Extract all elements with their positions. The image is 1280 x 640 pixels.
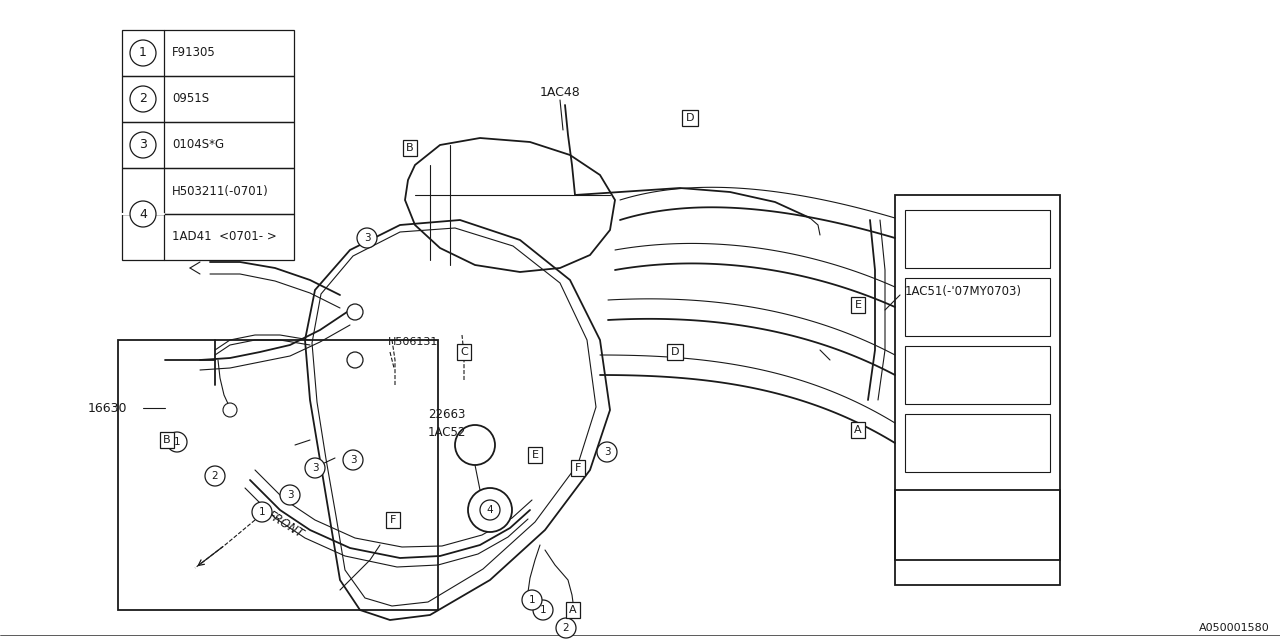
Text: 3: 3 bbox=[364, 233, 370, 243]
Bar bbox=[122, 76, 294, 122]
Text: 3: 3 bbox=[140, 138, 147, 152]
Text: E: E bbox=[855, 300, 861, 310]
Circle shape bbox=[596, 442, 617, 462]
Text: 1: 1 bbox=[529, 595, 535, 605]
Text: 0951S: 0951S bbox=[172, 93, 209, 106]
Text: 16630: 16630 bbox=[88, 401, 128, 415]
Circle shape bbox=[357, 228, 378, 248]
Text: 1AC51(-'07MY0703): 1AC51(-'07MY0703) bbox=[905, 285, 1021, 298]
Text: D: D bbox=[671, 347, 680, 357]
Text: 1: 1 bbox=[140, 47, 147, 60]
Circle shape bbox=[468, 488, 512, 532]
Text: 3: 3 bbox=[349, 455, 356, 465]
Text: B: B bbox=[163, 435, 170, 445]
Circle shape bbox=[347, 352, 364, 368]
Circle shape bbox=[343, 450, 364, 470]
Text: B: B bbox=[406, 143, 413, 153]
Circle shape bbox=[347, 304, 364, 320]
Text: A050001580: A050001580 bbox=[1199, 623, 1270, 633]
Circle shape bbox=[131, 132, 156, 158]
Text: 1AC52: 1AC52 bbox=[428, 426, 466, 440]
Text: 3: 3 bbox=[312, 463, 319, 473]
Text: 4: 4 bbox=[486, 505, 493, 515]
Circle shape bbox=[166, 432, 187, 452]
Text: 1AD41  <0701- >: 1AD41 <0701- > bbox=[172, 230, 276, 243]
Bar bbox=[122, 30, 294, 76]
Text: F: F bbox=[390, 515, 397, 525]
Circle shape bbox=[252, 502, 273, 522]
Circle shape bbox=[305, 458, 325, 478]
Text: 22663: 22663 bbox=[428, 408, 466, 420]
Text: FRONT: FRONT bbox=[265, 509, 306, 541]
Text: 2: 2 bbox=[211, 471, 219, 481]
Text: 1AC48: 1AC48 bbox=[540, 86, 580, 99]
Circle shape bbox=[205, 466, 225, 486]
Bar bbox=[122, 122, 294, 168]
Circle shape bbox=[131, 40, 156, 66]
Bar bbox=[905, 210, 1050, 268]
Text: A: A bbox=[854, 425, 861, 435]
Text: F91305: F91305 bbox=[172, 47, 216, 60]
Bar bbox=[895, 490, 1060, 560]
Text: D: D bbox=[686, 113, 694, 123]
Circle shape bbox=[556, 618, 576, 638]
Text: F: F bbox=[575, 463, 581, 473]
Circle shape bbox=[454, 425, 495, 465]
Bar bbox=[895, 195, 1060, 585]
Circle shape bbox=[280, 485, 300, 505]
Text: 0104S*G: 0104S*G bbox=[172, 138, 224, 152]
Text: 3: 3 bbox=[287, 490, 293, 500]
Text: 2: 2 bbox=[140, 93, 147, 106]
Text: 4: 4 bbox=[140, 207, 147, 221]
Circle shape bbox=[480, 500, 500, 520]
Bar bbox=[118, 340, 438, 610]
Bar bbox=[905, 414, 1050, 472]
Text: 1: 1 bbox=[259, 507, 265, 517]
Circle shape bbox=[131, 201, 156, 227]
Circle shape bbox=[532, 600, 553, 620]
Text: A: A bbox=[570, 605, 577, 615]
Bar bbox=[122, 214, 294, 260]
Text: H506131: H506131 bbox=[388, 337, 438, 347]
Text: 1: 1 bbox=[540, 605, 547, 615]
Text: 3: 3 bbox=[604, 447, 611, 457]
Bar bbox=[905, 278, 1050, 336]
Text: 1: 1 bbox=[174, 437, 180, 447]
Bar bbox=[905, 346, 1050, 404]
Text: 2: 2 bbox=[563, 623, 570, 633]
Circle shape bbox=[131, 86, 156, 112]
Text: C: C bbox=[460, 347, 468, 357]
Circle shape bbox=[223, 403, 237, 417]
Bar bbox=[122, 168, 294, 214]
Text: E: E bbox=[531, 450, 539, 460]
Circle shape bbox=[522, 590, 541, 610]
Text: H503211(-0701): H503211(-0701) bbox=[172, 184, 269, 198]
